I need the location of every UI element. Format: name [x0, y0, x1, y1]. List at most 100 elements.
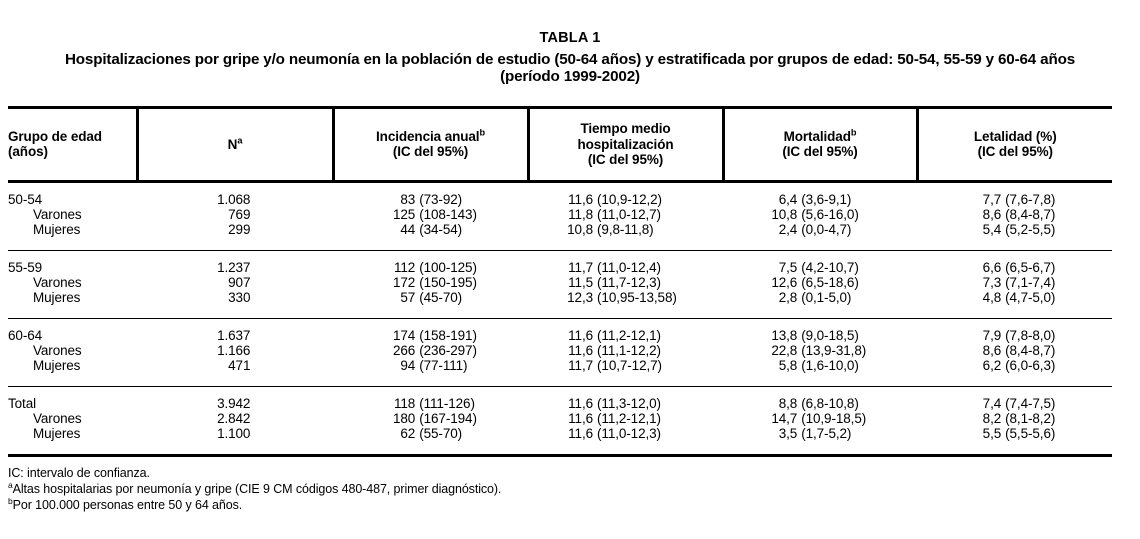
row-label: Mujeres [33, 221, 81, 237]
row-label: Mujeres [33, 289, 81, 305]
table-subtitle: Hospitalizaciones por gripe y/o neumonía… [0, 51, 1140, 85]
data-cell: 7,5 (4,2-10,7) [778, 259, 859, 275]
data-cell: 12,3 (10,95-13,58) [567, 289, 677, 305]
footnote-marker: a [237, 135, 243, 145]
row-label: 50-54 [8, 191, 43, 207]
data-cell: 5,8 (1,6-10,0) [778, 357, 859, 373]
data-cell: 1.166 [217, 342, 251, 358]
data-cell: 1.637 [217, 327, 251, 343]
data-cell: 172 (150-195) [392, 274, 477, 290]
data-cell: 5,5 (5,5-5,6) [982, 425, 1056, 441]
data-cell: 769 [228, 206, 251, 222]
row-group: 55-59 1.237 112 (100-125) 11,7 (11,0-12,4) 7,5… [8, 250, 1112, 318]
table-row: Mujeres 1.100 62 (55-70) 11,6 (11,0-12,3) 3,5(… [8, 426, 1112, 456]
data-cell: 12,6 (6,5-18,6) [771, 274, 859, 290]
data-cell: 11,6 (10,9-12,2) [568, 191, 662, 207]
footnote-line: bPor 100.000 personas entre 50 y 64 años… [8, 495, 243, 512]
data-cell: 83 (73-92) [400, 191, 463, 207]
data-cell: 8,6 (8,4-8,7) [982, 342, 1056, 358]
row-group: 60-64 1.637 174 (158-191) 11,6 (11,2-12,1) 13,… [8, 318, 1112, 386]
data-cell: 2,4 (0,0-4,7) [778, 221, 852, 237]
footnote-marker: b [850, 127, 857, 138]
data-cell: 11,5 (11,7-12,3) [568, 274, 661, 290]
data-cell: 6,4 (3,6-9,1) [778, 191, 852, 207]
row-label: 60-64 [8, 327, 43, 343]
table-row: Varones 907 172 (150-195) 11,5 (11,7-12,3) 12,… [8, 275, 1112, 290]
data-cell: 112 (100-125) [393, 259, 477, 275]
row-label: Total [8, 395, 37, 411]
data-cell: 7,7 (7,6-7,8) [982, 191, 1056, 207]
table-subtitle-line2: (período 1999-2002) [500, 68, 640, 85]
data-cell: 94 (77-111) [400, 357, 468, 373]
row-label: Mujeres [33, 425, 81, 441]
data-cell: 1.237 [217, 259, 251, 275]
table-row: Mujeres 299 44 (34-54) 10,8 (9,8-11,8) 2,4 (0,0… [8, 222, 1112, 251]
table-row: Varones 769 125 (108-143) 11,8 (11,0-12,7) 10,… [8, 207, 1112, 222]
data-cell: 1.068 [217, 191, 251, 207]
table-head: Grupo de edad (años) Na Incidencia anualb (I… [8, 107, 1112, 183]
data-cell: 11,6 (11,2-12,1) [568, 410, 661, 426]
data-cell: 471 [228, 357, 251, 373]
col-header-tiempo: Tiempo medio hospitalización (IC del 95%) [528, 107, 725, 183]
data-cell: 3,5 (1,7-5,2) [778, 425, 852, 441]
data-cell: 22,8 (13,9-31,8) [771, 342, 867, 358]
data-cell: 7,9 (7,8-8,0) [982, 327, 1056, 343]
data-cell: 6,6 (6,5-6,7) [982, 259, 1056, 275]
footnote-marker: b [479, 127, 485, 138]
data-cell: 7,3 (7,1-7,4) [982, 274, 1056, 290]
data-cell: 266 (236-297) [392, 342, 477, 358]
table-row: Varones 1.166 266 (236-297) 11,6 (11,1-12,2) 2… [8, 343, 1112, 358]
data-cell: 13,8 (9,0-18,5) [771, 327, 859, 343]
data-cell: 10,8 (9,8-11,8) [567, 221, 654, 237]
footnote-marker: b [8, 495, 13, 506]
data-cell: 11,8 (11,0-12,7) [568, 206, 661, 222]
table-row: 55-59 1.237 112 (100-125) 11,7 (11,0-12,4) 7,5… [8, 250, 1112, 275]
data-cell: 118 (111-126) [393, 395, 475, 411]
data-cell: 6,2 (6,0-6,3) [982, 357, 1056, 373]
row-group: Total 3.942 118 (111-126) 11,6 (11,3-12,0) 8,8… [8, 386, 1112, 455]
col-header-incidencia: Incidencia anualb (IC del 95%) [333, 107, 530, 183]
data-cell: 11,7 (11,0-12,4) [568, 259, 661, 275]
data-cell: 299 [228, 221, 251, 237]
table-row: 60-64 1.637 174 (158-191) 11,6 (11,2-12,1) 13,… [8, 318, 1112, 343]
table-row: Total 3.942 118 (111-126) 11,6 (11,3-12,0) 8,8… [8, 386, 1112, 411]
data-cell: 2,8 (0,1-5,0) [778, 289, 852, 305]
footnote-line: IC: intervalo de confianza. [8, 465, 150, 480]
data-cell: 11,6 (11,1-12,2) [568, 342, 661, 358]
data-cell: 11,6 (11,2-12,1) [568, 327, 661, 343]
data-cell: 11,6 (11,3-12,0) [568, 395, 661, 411]
data-cell: 4,8 (4,7-5,0) [982, 289, 1056, 305]
data-cell: 57 (45-70) [400, 289, 463, 305]
data-cell: 1.100 [217, 425, 251, 441]
data-cell: 8,8 (6,8-10,8) [778, 395, 859, 411]
table-row: 50-54 1.068 83 (73-92) 11,6 (10,9-12,2) 6,4 (3,… [8, 181, 1112, 207]
table-row: Varones 2.842 180 (167-194) 11,6 (11,2-12,1) 1… [8, 411, 1112, 426]
data-table: Grupo de edad (años) Na Incidencia anualb (I… [8, 106, 1112, 457]
col-header-n: Na [137, 107, 335, 183]
footnote-marker: a [8, 479, 13, 490]
footnote-line: aAltas hospitalarias por neumonía y grip… [8, 479, 502, 496]
data-cell: 62 (55-70) [400, 425, 463, 441]
data-cell: 180 (167-194) [392, 410, 477, 426]
data-cell: 8,6 (8,4-8,7) [982, 206, 1056, 222]
data-cell: 907 [228, 274, 251, 290]
table-title: TABLA 1 [539, 30, 601, 46]
table-subtitle-line1: Hospitalizaciones por gripe y/o neumonía… [64, 51, 1076, 68]
col-header-grupo: Grupo de edad (años) [8, 107, 139, 183]
data-cell: 330 [228, 289, 251, 305]
data-cell: 125 (108-143) [392, 206, 477, 222]
row-group: 50-54 1.068 83 (73-92) 11,6 (10,9-12,2) 6,4 (3,… [8, 181, 1112, 250]
row-label: Mujeres [33, 357, 81, 373]
row-label: 55-59 [8, 259, 43, 275]
data-cell: 44 (34-54) [400, 221, 463, 237]
table-row: Mujeres 471 94 (77-111) 11,7 (10,7-12,7) 5,8 (1… [8, 358, 1112, 387]
row-label: Varones [33, 342, 82, 358]
data-cell: 11,6 (11,0-12,3) [568, 425, 661, 441]
data-cell: 7,4 (7,4-7,5) [982, 395, 1056, 411]
header-row: Grupo de edad (años) Na Incidencia anualb (I… [8, 107, 1112, 183]
data-cell: 14,7 (10,9-18,5) [771, 410, 867, 426]
col-header-letalidad: Letalidad (%) (IC del 95%) [917, 107, 1112, 183]
data-cell: 11,7 (10,7-12,7) [568, 357, 662, 373]
table-row: Mujeres 330 57 (45-70) 12,3 (10,95-13,58) 2,8(… [8, 290, 1112, 319]
